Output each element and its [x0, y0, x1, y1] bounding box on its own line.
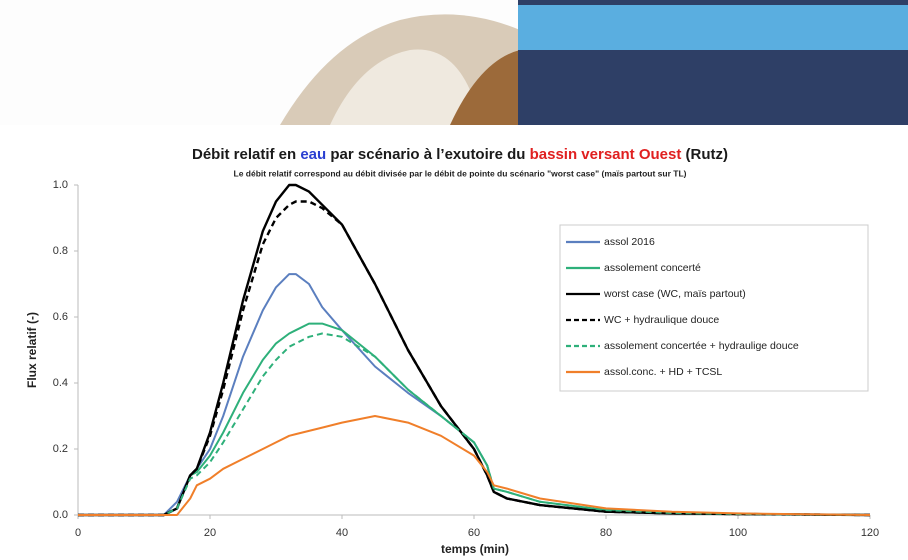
y-axis-label: Flux relatif (-) — [25, 312, 39, 388]
title-part: par scénario à l’exutoire du — [326, 146, 529, 163]
x-tick-label: 20 — [204, 527, 216, 539]
legend-label: assol 2016 — [604, 236, 655, 248]
title-part: bassin versant Ouest — [530, 146, 682, 163]
title-part: (Rutz) — [681, 146, 728, 163]
background-band — [518, 5, 908, 50]
x-tick-label: 0 — [75, 527, 81, 539]
x-axis-label: temps (min) — [441, 542, 509, 556]
title-part: Débit relatif en — [192, 146, 300, 163]
legend-label: WC + hydraulique douce — [604, 314, 719, 326]
legend-label: assol.conc. + HD + TCSL — [604, 366, 722, 378]
y-tick-label: 0.6 — [53, 311, 68, 323]
y-tick-label: 0.2 — [53, 443, 68, 455]
x-tick-label: 120 — [861, 527, 879, 539]
chart-subtitle: Le débit relatif correspond au débit div… — [234, 168, 687, 178]
title-part: eau — [300, 146, 326, 163]
y-tick-label: 0.0 — [53, 509, 68, 521]
slide: Débit relatif en eau par scénario à l’ex… — [0, 0, 908, 560]
y-tick-label: 0.8 — [53, 245, 68, 257]
y-tick-label: 1.0 — [53, 179, 68, 191]
x-tick-label: 60 — [468, 527, 480, 539]
x-tick-label: 100 — [729, 527, 747, 539]
y-tick-label: 0.4 — [53, 377, 68, 389]
x-tick-label: 40 — [336, 527, 348, 539]
chart-title: Débit relatif en eau par scénario à l’ex… — [192, 146, 728, 163]
x-tick-label: 80 — [600, 527, 612, 539]
legend-label: assolement concerté — [604, 262, 701, 274]
legend-label: assolement concertée + hydraulige douce — [604, 340, 799, 352]
legend-label: worst case (WC, maïs partout) — [603, 288, 746, 300]
